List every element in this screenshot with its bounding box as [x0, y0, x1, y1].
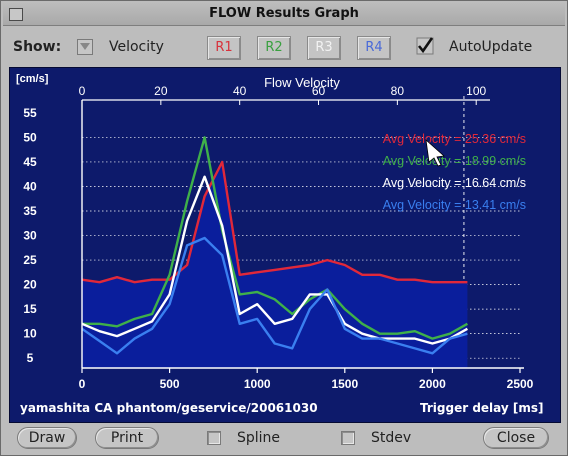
dataset-footer: yamashita CA phantom/geservice/20061030 — [20, 401, 318, 415]
x-tick-label: 2500 — [507, 377, 534, 391]
spline-label: Spline — [237, 430, 281, 446]
bottom-bar: Draw Print Spline Stdev Close — [1, 425, 567, 453]
plot-panel: 55 50 45 40 35 30 25 20 15 10 5 0 500 1000 1500 2000 250… — [9, 67, 561, 423]
print-button[interactable]: Print — [95, 427, 159, 449]
top-tick-label: 100 — [466, 84, 486, 98]
x-tick-label: 1000 — [244, 377, 271, 391]
y-tick-label: 30 — [23, 229, 37, 243]
cursor-arrow-icon — [425, 138, 445, 167]
y-tick-label: 35 — [23, 204, 37, 218]
y-tick-label: 40 — [23, 179, 37, 193]
top-tick-label: 80 — [391, 84, 405, 98]
series-line-2 — [82, 136, 468, 340]
top-tick-label: 40 — [233, 84, 247, 98]
y-tick-label: 50 — [23, 130, 37, 144]
series-area-fill — [82, 162, 468, 368]
chart-title: Flow Velocity — [264, 75, 340, 90]
window-title: FLOW Results Graph — [209, 6, 359, 21]
dropdown-arrow-icon[interactable] — [77, 39, 93, 55]
autoupdate-label: AutoUpdate — [449, 39, 533, 55]
top-tick-label: 20 — [154, 84, 168, 98]
x-tick-label: 2000 — [419, 377, 446, 391]
close-button[interactable]: Close — [483, 427, 549, 449]
y-tick-label: 5 — [27, 351, 34, 365]
show-mode-value[interactable]: Velocity — [109, 39, 164, 55]
x-axis-label: Trigger delay [ms] — [420, 401, 544, 415]
top-tick-label: 60 — [312, 84, 326, 98]
x-tick-label: 0 — [79, 377, 86, 391]
draw-button[interactable]: Draw — [17, 427, 77, 449]
y-tick-label: 55 — [23, 106, 37, 120]
x-tick-label: 500 — [160, 377, 180, 391]
region-button-r3[interactable]: R3 — [307, 36, 341, 60]
region-button-r4[interactable]: R4 — [357, 36, 391, 60]
legend-entry-4: Avg Velocity = 13.41 cm/s — [383, 198, 526, 212]
legend-entry-1: Avg Velocity = 25.36 cm/s — [383, 132, 526, 146]
series-line-4 — [81, 236, 468, 355]
region-button-r2[interactable]: R2 — [257, 36, 291, 60]
title-bar[interactable]: FLOW Results Graph — [3, 3, 565, 26]
y-tick-label: 10 — [23, 327, 37, 341]
spline-checkbox[interactable] — [207, 431, 221, 445]
region-button-r1[interactable]: R1 — [207, 36, 241, 60]
y-unit-label: [cm/s] — [16, 73, 49, 85]
x-tick-label: 1500 — [331, 377, 358, 391]
legend-entry-2: Avg Velocity = 18.99 cm/s — [383, 154, 526, 168]
toolbar: Show: Velocity R1 R2 R3 R4 AutoUpdate — [1, 31, 567, 63]
stdev-label: Stdev — [371, 430, 412, 446]
autoupdate-checkbox[interactable] — [416, 37, 434, 55]
top-tick-label: 0 — [79, 84, 86, 98]
window-close-box[interactable] — [9, 8, 23, 21]
y-tick-label: 20 — [23, 278, 37, 292]
series-line-3 — [81, 175, 468, 345]
y-tick-label: 25 — [23, 253, 37, 267]
show-label: Show: — [13, 39, 62, 55]
legend-entry-3: Avg Velocity = 16.64 cm/s — [383, 176, 526, 190]
stdev-checkbox[interactable] — [341, 431, 355, 445]
y-tick-label: 45 — [23, 155, 37, 169]
series-line-1 — [81, 160, 468, 284]
y-tick-label: 15 — [23, 302, 37, 316]
